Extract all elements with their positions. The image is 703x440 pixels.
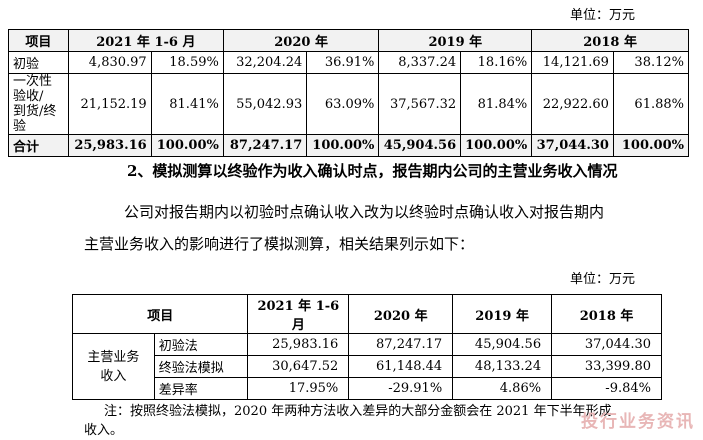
cell: 63.09% <box>306 73 380 135</box>
cell: 30,647.52 <box>247 355 350 378</box>
cell: 100.00% <box>150 134 224 157</box>
cell: 87,247.17 <box>222 134 308 157</box>
revenue-recognition-table: 项目 2021 年 1-6 月 2020 年 2019 年 2018 年 初验 … <box>8 29 690 157</box>
cell: 45,904.56 <box>452 333 553 356</box>
footnote-line: 收入。 <box>84 423 124 438</box>
row-label: 初验 <box>8 51 69 74</box>
footnote-line: 注：按照终验法模拟，2020 年两种方法收入差异的大部分金额会在 2021 年下… <box>104 404 612 419</box>
header-2018: 2018 年 <box>551 294 662 334</box>
cell: 8,337.24 <box>378 51 462 74</box>
watermark-text: 投行业务资讯 <box>581 412 695 432</box>
unit-label: 单位：万元 <box>569 272 635 287</box>
header-item: 项目 <box>71 294 249 334</box>
header-item: 项目 <box>8 29 69 52</box>
cell: 21,152.19 <box>67 73 152 135</box>
cell: 4.86% <box>452 377 553 400</box>
table-row: 终验法模拟 30,647.52 61,148.44 48,133.24 33,3… <box>73 355 662 378</box>
unit-label: 单位：万元 <box>569 8 635 23</box>
cell: 55,042.93 <box>222 73 308 135</box>
header-2019: 2019 年 <box>452 294 553 334</box>
row-label-line2: 到货/终验 <box>13 104 57 134</box>
cell: 25,983.16 <box>247 333 350 356</box>
cell: 17.95% <box>247 377 350 400</box>
cell: 100.00% <box>612 134 690 157</box>
cell: 61.88% <box>612 73 690 135</box>
cell: 38.12% <box>612 51 690 74</box>
row-label: 终验法模拟 <box>153 355 249 378</box>
table-total-row: 合计 25,983.16 100.00% 87,247.17 100.00% 4… <box>8 134 690 157</box>
cell: 61,148.44 <box>348 355 454 378</box>
header-2021h1: 2021 年 1-6 月 <box>247 294 350 334</box>
cell: 37,567.32 <box>378 73 462 135</box>
paragraph-line: 公司对报告期内以初验时点确认收入改为以终验时点确认收入对报告期内 <box>124 203 605 221</box>
row-label: 初验法 <box>153 333 249 356</box>
header-2021h1: 2021 年 1-6 月 <box>67 29 224 52</box>
cell: 18.59% <box>150 51 224 74</box>
header-2020: 2020 年 <box>348 294 454 334</box>
group-label: 主营业务 收入 <box>72 333 155 400</box>
section-heading: 2、模拟测算以终验作为收入确认时点，报告期内公司的主营业务收入情况 <box>127 162 618 180</box>
paragraph-line: 主营业务收入的影响进行了模拟测算，相关结果列示如下： <box>84 235 475 253</box>
table-row: 一次性验收/到货/终验 21,152.19 81.41% 55,042.93 6… <box>8 73 690 135</box>
row-label: 差异率 <box>153 377 249 400</box>
row-label: 合计 <box>8 134 69 157</box>
cell: 18.16% <box>460 51 533 74</box>
cell: 37,044.30 <box>551 333 662 356</box>
header-2019: 2019 年 <box>378 29 533 52</box>
row-label: 一次性验收/到货/终验 <box>8 73 69 135</box>
header-2018: 2018 年 <box>531 29 689 52</box>
cell: 37,044.30 <box>531 134 614 157</box>
cell: 22,922.60 <box>531 73 614 135</box>
table-row: 初验 4,830.97 18.59% 32,204.24 36.91% 8,33… <box>8 51 690 74</box>
table-row: 主营业务收入 初验法 25,983.16 87,247.17 45,904.56… <box>72 333 662 400</box>
cell: 33,399.80 <box>551 355 662 378</box>
cell: 81.84% <box>460 73 533 135</box>
cell: 25,983.16 <box>67 134 152 157</box>
table-header-row: 项目 2021 年 1-6 月 2020 年 2019 年 2018 年 <box>8 29 689 52</box>
cell: 4,830.97 <box>67 51 152 74</box>
cell: 87,247.17 <box>348 333 454 356</box>
simulation-table: 项目 2021 年 1-6 月 2020 年 2019 年 2018 年 主营业… <box>71 294 662 400</box>
cell: 45,904.56 <box>378 134 462 157</box>
table-row: 差异率 17.95% -29.91% 4.86% -9.84% <box>73 377 662 400</box>
header-2020: 2020 年 <box>222 29 380 52</box>
cell: 100.00% <box>306 134 380 157</box>
cell: -9.84% <box>551 377 662 400</box>
group-label-line1: 主营业务 <box>87 349 140 365</box>
cell: 32,204.24 <box>222 51 308 74</box>
cell: 14,121.69 <box>531 51 614 74</box>
cell: 36.91% <box>306 51 380 74</box>
table-header-row: 项目 2021 年 1-6 月 2020 年 2019 年 2018 年 <box>71 294 662 334</box>
cell: 100.00% <box>460 134 533 157</box>
group-label-line2: 收入 <box>100 368 127 384</box>
cell: 48,133.24 <box>452 355 553 378</box>
cell: 81.41% <box>150 73 224 135</box>
row-label-line1: 一次性验收/ <box>13 74 53 104</box>
cell: -29.91% <box>348 377 454 400</box>
